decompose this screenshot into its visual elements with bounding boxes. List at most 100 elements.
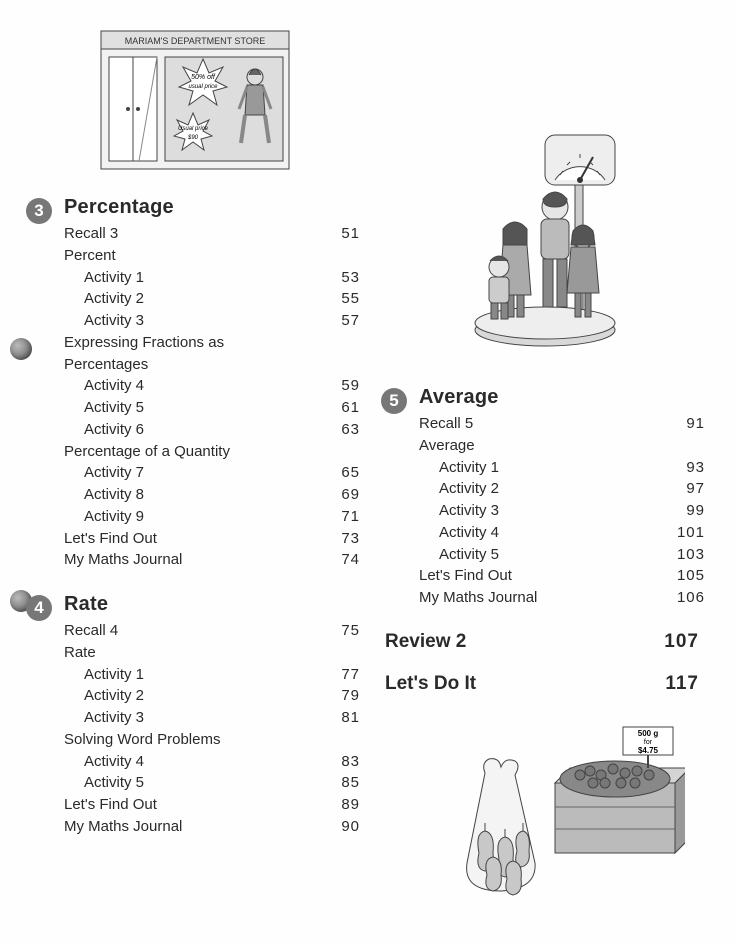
toc-row: Recall 475: [64, 620, 360, 642]
toc-page: MARIAM'S DEPARTMENT STORE 50% off usual …: [0, 0, 735, 944]
toc-row: Activity 381: [64, 707, 360, 729]
toc-row: Activity 4101: [419, 522, 705, 544]
entry-label: Let's Find Out: [64, 528, 318, 550]
toc-row: Percent: [64, 245, 360, 267]
toc-row: Percentage of a Quantity: [64, 441, 360, 463]
toc-row: Activity 193: [419, 457, 705, 479]
page-number: 85: [318, 772, 360, 794]
toc-row: Expressing Fractions as: [64, 332, 360, 354]
toc-row: Activity 765: [64, 462, 360, 484]
toc-row: Percentages: [64, 354, 360, 376]
entry-label: Recall 3: [64, 223, 318, 245]
activity-label: Activity 1: [419, 457, 663, 479]
page-number: 77: [318, 664, 360, 686]
activity-label: Activity 1: [64, 664, 318, 686]
review-label: Review 2: [385, 631, 649, 653]
page-number: 79: [318, 685, 360, 707]
activity-label: Activity 2: [419, 478, 663, 500]
activity-label: Activity 3: [64, 707, 318, 729]
chapter-title: Average: [419, 386, 705, 409]
subheading-label: Percentages: [64, 354, 360, 376]
page-number: 89: [318, 794, 360, 816]
entry-label: My Maths Journal: [64, 816, 318, 838]
subheading-label: Percent: [64, 245, 360, 267]
entry-label: Recall 4: [64, 620, 318, 642]
right-column: 5 Average Recall 591AverageActivity 193A…: [385, 25, 705, 924]
toc-row: Let's Find Out73: [64, 528, 360, 550]
toc-row: Activity 585: [64, 772, 360, 794]
toc-row: Average: [419, 435, 705, 457]
review-page: 107: [649, 631, 699, 653]
svg-text:50% off: 50% off: [191, 74, 216, 81]
toc-row: Recall 591: [419, 413, 705, 435]
activity-label: Activity 9: [64, 506, 318, 528]
svg-text:MARIAM'S DEPARTMENT STORE: MARIAM'S DEPARTMENT STORE: [125, 36, 266, 46]
chapter-4: 4 Rate Recall 475RateActivity 177Activit…: [30, 593, 360, 838]
page-number: 106: [663, 587, 705, 609]
toc-row: Solving Word Problems: [64, 729, 360, 751]
chapter-title: Percentage: [64, 196, 360, 219]
page-number: 81: [318, 707, 360, 729]
subheading-label: Rate: [64, 642, 360, 664]
svg-text:usual price: usual price: [188, 84, 218, 90]
subheading-label: Percentage of a Quantity: [64, 441, 360, 463]
toc-row: Activity 279: [64, 685, 360, 707]
chapter-5: 5 Average Recall 591AverageActivity 193A…: [385, 386, 705, 609]
activity-label: Activity 5: [64, 397, 318, 419]
activity-label: Activity 7: [64, 462, 318, 484]
subheading-label: Average: [419, 435, 705, 457]
chapter-number-badge: 5: [381, 388, 407, 414]
svg-text:for: for: [644, 739, 653, 746]
svg-text:$4.75: $4.75: [638, 746, 659, 755]
chapter-number-badge: 3: [26, 198, 52, 224]
page-number: 103: [663, 544, 705, 566]
page-number: 59: [318, 375, 360, 397]
activity-label: Activity 8: [64, 484, 318, 506]
hole-punch: [10, 338, 32, 360]
toc-row: Activity 399: [419, 500, 705, 522]
page-number: 74: [318, 549, 360, 571]
page-number: 63: [318, 419, 360, 441]
activity-label: Activity 4: [64, 375, 318, 397]
svg-text:500 g: 500 g: [638, 729, 659, 738]
toc-list: Recall 591AverageActivity 193Activity 29…: [419, 413, 705, 609]
toc-row: Rate: [64, 642, 360, 664]
lets-do-it-page: 117: [649, 673, 699, 695]
subheading-label: Expressing Fractions as: [64, 332, 360, 354]
page-number: 83: [318, 751, 360, 773]
activity-label: Activity 3: [419, 500, 663, 522]
activity-label: Activity 5: [419, 544, 663, 566]
page-number: 65: [318, 462, 360, 484]
store-illustration: MARIAM'S DEPARTMENT STORE 50% off usual …: [30, 25, 360, 180]
entry-label: Recall 5: [419, 413, 663, 435]
activity-label: Activity 4: [419, 522, 663, 544]
toc-row: Let's Find Out105: [419, 565, 705, 587]
page-number: 73: [318, 528, 360, 550]
lets-do-it-label: Let's Do It: [385, 673, 649, 695]
toc-row: Activity 297: [419, 478, 705, 500]
toc-row: Activity 153: [64, 267, 360, 289]
entry-label: Let's Find Out: [419, 565, 663, 587]
toc-row: Activity 483: [64, 751, 360, 773]
activity-label: Activity 4: [64, 751, 318, 773]
toc-row: Activity 5103: [419, 544, 705, 566]
toc-list: Recall 351PercentActivity 153Activity 25…: [64, 223, 360, 571]
page-number: 75: [318, 620, 360, 642]
page-number: 105: [663, 565, 705, 587]
entry-label: Let's Find Out: [64, 794, 318, 816]
scale-illustration: [385, 125, 705, 370]
page-number: 55: [318, 288, 360, 310]
toc-row: Activity 357: [64, 310, 360, 332]
toc-list: Recall 475RateActivity 177Activity 279Ac…: [64, 620, 360, 838]
page-number: 93: [663, 457, 705, 479]
toc-row: Recall 351: [64, 223, 360, 245]
activity-label: Activity 1: [64, 267, 318, 289]
page-number: 57: [318, 310, 360, 332]
toc-row: Activity 869: [64, 484, 360, 506]
page-number: 99: [663, 500, 705, 522]
svg-text:$90: $90: [187, 135, 199, 141]
page-number: 97: [663, 478, 705, 500]
toc-row: Activity 255: [64, 288, 360, 310]
review-row: Review 2 107: [385, 631, 705, 653]
page-number: 71: [318, 506, 360, 528]
